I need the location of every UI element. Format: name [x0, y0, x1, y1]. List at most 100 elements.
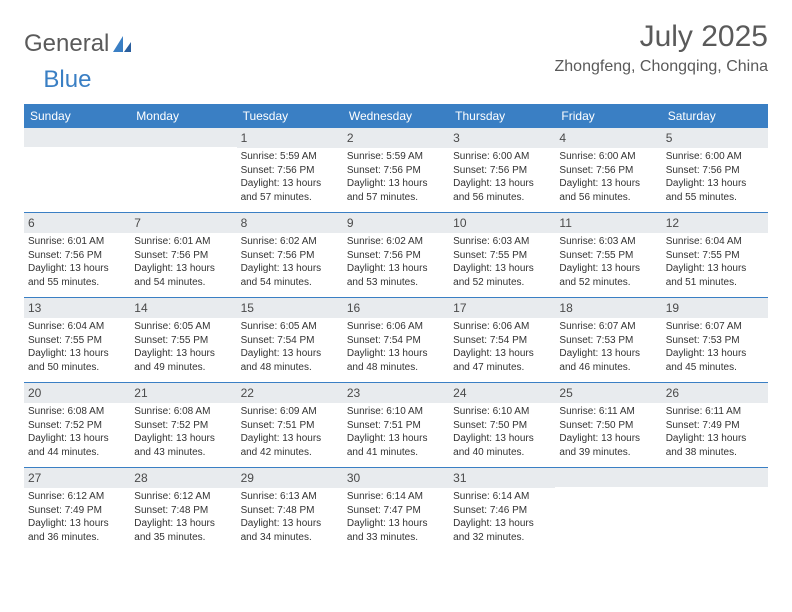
sunset-line: Sunset: 7:56 PM [241, 249, 339, 263]
weekday-header: Saturday [662, 105, 768, 127]
calendar-cell: 6Sunrise: 6:01 AMSunset: 7:56 PMDaylight… [24, 212, 130, 297]
day-number: 19 [662, 298, 768, 318]
sunrise-line: Sunrise: 6:00 AM [559, 150, 657, 164]
daylight-line: Daylight: 13 hours and 55 minutes. [28, 262, 126, 289]
day-number: 7 [130, 213, 236, 233]
day-number: 25 [555, 383, 661, 403]
daylight-line: Daylight: 13 hours and 47 minutes. [453, 347, 551, 374]
sunrise-line: Sunrise: 6:04 AM [28, 320, 126, 334]
sunset-line: Sunset: 7:56 PM [666, 164, 764, 178]
calendar-cell: 10Sunrise: 6:03 AMSunset: 7:55 PMDayligh… [449, 212, 555, 297]
day-details: Sunrise: 6:08 AMSunset: 7:52 PMDaylight:… [130, 403, 236, 463]
day-number: 27 [24, 468, 130, 488]
calendar-cell: 31Sunrise: 6:14 AMSunset: 7:46 PMDayligh… [449, 467, 555, 552]
calendar-cell-empty [24, 127, 130, 212]
logo-sail-icon [111, 34, 133, 54]
day-details: Sunrise: 6:10 AMSunset: 7:51 PMDaylight:… [343, 403, 449, 463]
daylight-line: Daylight: 13 hours and 46 minutes. [559, 347, 657, 374]
daylight-line: Daylight: 13 hours and 50 minutes. [28, 347, 126, 374]
logo: General [24, 20, 133, 58]
sunrise-line: Sunrise: 6:07 AM [666, 320, 764, 334]
sunrise-line: Sunrise: 6:13 AM [241, 490, 339, 504]
sunset-line: Sunset: 7:49 PM [666, 419, 764, 433]
daylight-line: Daylight: 13 hours and 53 minutes. [347, 262, 445, 289]
day-number: 28 [130, 468, 236, 488]
weekday-header: Thursday [449, 105, 555, 127]
calendar-cell: 29Sunrise: 6:13 AMSunset: 7:48 PMDayligh… [237, 467, 343, 552]
day-details: Sunrise: 6:11 AMSunset: 7:50 PMDaylight:… [555, 403, 661, 463]
calendar-cell: 16Sunrise: 6:06 AMSunset: 7:54 PMDayligh… [343, 297, 449, 382]
day-number: 31 [449, 468, 555, 488]
day-details: Sunrise: 6:02 AMSunset: 7:56 PMDaylight:… [237, 233, 343, 293]
sunrise-line: Sunrise: 6:05 AM [134, 320, 232, 334]
day-details: Sunrise: 6:12 AMSunset: 7:49 PMDaylight:… [24, 488, 130, 548]
calendar-cell: 2Sunrise: 5:59 AMSunset: 7:56 PMDaylight… [343, 127, 449, 212]
sunrise-line: Sunrise: 6:02 AM [347, 235, 445, 249]
sunset-line: Sunset: 7:53 PM [666, 334, 764, 348]
sunrise-line: Sunrise: 6:00 AM [666, 150, 764, 164]
calendar-cell: 22Sunrise: 6:09 AMSunset: 7:51 PMDayligh… [237, 382, 343, 467]
sunrise-line: Sunrise: 6:07 AM [559, 320, 657, 334]
day-details: Sunrise: 6:05 AMSunset: 7:55 PMDaylight:… [130, 318, 236, 378]
day-number: 2 [343, 128, 449, 148]
calendar-cell-empty [555, 467, 661, 552]
sunrise-line: Sunrise: 6:11 AM [666, 405, 764, 419]
sunrise-line: Sunrise: 6:09 AM [241, 405, 339, 419]
day-details: Sunrise: 6:03 AMSunset: 7:55 PMDaylight:… [449, 233, 555, 293]
calendar-cell: 20Sunrise: 6:08 AMSunset: 7:52 PMDayligh… [24, 382, 130, 467]
daylight-line: Daylight: 13 hours and 32 minutes. [453, 517, 551, 544]
daylight-line: Daylight: 13 hours and 43 minutes. [134, 432, 232, 459]
sunrise-line: Sunrise: 6:04 AM [666, 235, 764, 249]
day-number: 6 [24, 213, 130, 233]
location-text: Zhongfeng, Chongqing, China [555, 58, 769, 76]
day-number: 8 [237, 213, 343, 233]
sunrise-line: Sunrise: 6:12 AM [28, 490, 126, 504]
day-details: Sunrise: 6:08 AMSunset: 7:52 PMDaylight:… [24, 403, 130, 463]
sunset-line: Sunset: 7:54 PM [347, 334, 445, 348]
weekday-header: Tuesday [237, 105, 343, 127]
sunset-line: Sunset: 7:56 PM [453, 164, 551, 178]
calendar-cell: 8Sunrise: 6:02 AMSunset: 7:56 PMDaylight… [237, 212, 343, 297]
day-details: Sunrise: 6:03 AMSunset: 7:55 PMDaylight:… [555, 233, 661, 293]
sunset-line: Sunset: 7:56 PM [559, 164, 657, 178]
day-details: Sunrise: 5:59 AMSunset: 7:56 PMDaylight:… [237, 148, 343, 208]
sunrise-line: Sunrise: 6:01 AM [28, 235, 126, 249]
daylight-line: Daylight: 13 hours and 33 minutes. [347, 517, 445, 544]
sunset-line: Sunset: 7:52 PM [134, 419, 232, 433]
daylight-line: Daylight: 13 hours and 51 minutes. [666, 262, 764, 289]
day-number: 22 [237, 383, 343, 403]
title-block: July 2025 Zhongfeng, Chongqing, China [555, 20, 769, 76]
sunset-line: Sunset: 7:55 PM [453, 249, 551, 263]
day-details: Sunrise: 6:04 AMSunset: 7:55 PMDaylight:… [662, 233, 768, 293]
day-number: 29 [237, 468, 343, 488]
sunset-line: Sunset: 7:54 PM [453, 334, 551, 348]
sunset-line: Sunset: 7:50 PM [453, 419, 551, 433]
sunrise-line: Sunrise: 6:00 AM [453, 150, 551, 164]
calendar-cell-empty [130, 127, 236, 212]
sunrise-line: Sunrise: 6:08 AM [28, 405, 126, 419]
day-number: 17 [449, 298, 555, 318]
calendar-cell: 21Sunrise: 6:08 AMSunset: 7:52 PMDayligh… [130, 382, 236, 467]
sunrise-line: Sunrise: 6:12 AM [134, 490, 232, 504]
daylight-line: Daylight: 13 hours and 39 minutes. [559, 432, 657, 459]
day-number: 15 [237, 298, 343, 318]
daylight-line: Daylight: 13 hours and 48 minutes. [241, 347, 339, 374]
daylight-line: Daylight: 13 hours and 38 minutes. [666, 432, 764, 459]
day-details: Sunrise: 6:07 AMSunset: 7:53 PMDaylight:… [662, 318, 768, 378]
day-details: Sunrise: 6:11 AMSunset: 7:49 PMDaylight:… [662, 403, 768, 463]
calendar-cell: 9Sunrise: 6:02 AMSunset: 7:56 PMDaylight… [343, 212, 449, 297]
calendar-cell: 7Sunrise: 6:01 AMSunset: 7:56 PMDaylight… [130, 212, 236, 297]
daylight-line: Daylight: 13 hours and 48 minutes. [347, 347, 445, 374]
day-details: Sunrise: 6:09 AMSunset: 7:51 PMDaylight:… [237, 403, 343, 463]
daylight-line: Daylight: 13 hours and 56 minutes. [559, 177, 657, 204]
logo-text-blue: Blue [43, 66, 91, 94]
sunrise-line: Sunrise: 6:03 AM [453, 235, 551, 249]
sunset-line: Sunset: 7:51 PM [347, 419, 445, 433]
sunset-line: Sunset: 7:55 PM [666, 249, 764, 263]
sunset-line: Sunset: 7:55 PM [28, 334, 126, 348]
day-details: Sunrise: 6:06 AMSunset: 7:54 PMDaylight:… [343, 318, 449, 378]
day-details: Sunrise: 6:07 AMSunset: 7:53 PMDaylight:… [555, 318, 661, 378]
sunset-line: Sunset: 7:55 PM [134, 334, 232, 348]
day-details: Sunrise: 6:10 AMSunset: 7:50 PMDaylight:… [449, 403, 555, 463]
calendar-cell: 13Sunrise: 6:04 AMSunset: 7:55 PMDayligh… [24, 297, 130, 382]
